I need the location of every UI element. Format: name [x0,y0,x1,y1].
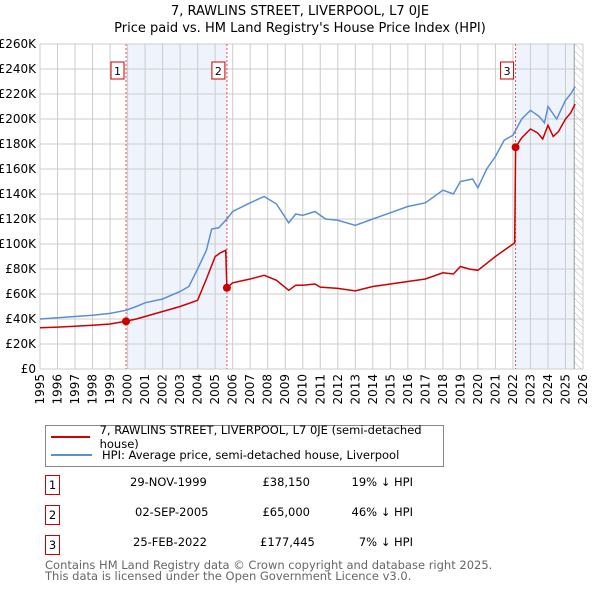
transaction-row: 2 02-SEP-2005 £65,000 46% ↓ HPI [45,505,413,525]
x-tick-label: 2013 [348,374,362,405]
footer-line-1: Contains HM Land Registry data © Crown c… [45,558,493,572]
x-tick-label: 2012 [331,374,345,405]
transaction-price: £177,445 [260,535,315,549]
transaction-hpi-diff: 19% ↓ HPI [351,475,413,489]
y-tick-label: £100K [0,237,37,251]
y-tick-label: £0 [21,362,36,376]
sale-label-box [110,61,125,80]
x-tick-label: 2004 [191,374,205,405]
x-tick-label: 2023 [523,374,537,405]
transaction-number: 3 [45,535,60,555]
transaction-price: £65,000 [262,505,310,519]
x-tick-label: 2005 [208,374,222,405]
shaded-range [126,44,227,369]
y-tick-label: £20K [5,337,37,351]
sale-point [122,317,131,326]
transaction-number: 2 [45,505,60,525]
x-tick-label: 2022 [506,374,520,405]
chart-title: 7, RAWLINS STREET, LIVERPOOL, L7 0JE [170,4,430,19]
x-tick-label: 1995 [33,374,47,405]
transaction-date: 02-SEP-2005 [135,505,209,519]
transaction-row: 3 25-FEB-2022 £177,445 7% ↓ HPI [45,535,413,555]
transaction-number: 1 [45,475,60,495]
x-tick-label: 2009 [278,374,292,405]
future-hatch [574,44,583,369]
x-tick-label: 2019 [453,374,467,405]
sale-point [511,143,520,152]
x-tick-label: 2010 [296,374,310,405]
x-tick-label: 2026 [576,374,590,405]
footer: Contains HM Land Registry data © Crown c… [45,558,493,583]
x-tick-label: 2000 [121,374,135,405]
y-tick-label: £40K [5,312,37,326]
x-tick-label: 1997 [68,374,82,405]
legend-hpi: HPI: Average price, semi-detached house,… [102,448,400,462]
footer-line-2: This data is licensed under the Open Gov… [45,569,412,583]
x-tick-label: 2007 [243,374,257,405]
x-tick-label: 2018 [436,374,450,405]
x-tick-label: 2014 [366,374,380,405]
property-price-line [39,103,576,329]
x-tick-label: 1996 [51,374,65,405]
y-tick-label: £80K [5,262,37,276]
x-tick-label: 1998 [86,374,100,405]
legend-property: 7, RAWLINS STREET, LIVERPOOL, L7 0JE (se… [99,423,422,451]
x-tick-label: 2017 [418,374,432,405]
legend-swatch-hpi [51,454,92,456]
y-tick-label: £180K [0,137,37,151]
x-tick-label: 2025 [558,374,572,405]
transaction-hpi-diff: 7% ↓ HPI [358,535,413,549]
y-tick-label: £60K [5,287,37,301]
chart-subtitle: Price paid vs. HM Land Registry's House … [114,21,486,36]
x-tick-label: 2008 [261,374,275,405]
hpi-line [39,86,576,320]
y-tick-label: £220K [0,87,37,101]
legend: 7, RAWLINS STREET, LIVERPOOL, L7 0JE (se… [45,423,444,467]
x-tick-label: 2011 [313,374,327,405]
x-tick-label: 2002 [156,374,170,405]
sale-point [222,283,231,292]
sale-label: 1 [114,65,121,78]
transaction-hpi-diff: 46% ↓ HPI [351,505,413,519]
x-tick-label: 2006 [226,374,240,405]
transaction-row: 1 29-NOV-1999 £38,150 19% ↓ HPI [45,475,413,495]
sale-label: 3 [504,65,511,78]
transaction-date: 29-NOV-1999 [130,475,207,489]
transaction-date: 25-FEB-2022 [133,535,207,549]
y-tick-label: £260K [0,37,37,51]
sale-label-box [500,61,515,80]
x-tick-label: 2015 [383,374,397,405]
x-tick-label: 2016 [401,374,415,405]
sale-label: 2 [215,65,222,78]
y-tick-label: £160K [0,162,37,176]
x-tick-label: 2021 [488,374,502,405]
shaded-range [515,44,575,369]
legend-swatch-property [51,436,90,438]
transaction-price: £38,150 [262,475,310,489]
x-tick-label: 2001 [138,374,152,405]
chart-plot: £0 £20K £40K £60K £80K £100K £120K £140K £160K £1… [0,37,590,405]
x-tick-label: 2003 [173,374,187,405]
y-tick-label: £200K [0,112,37,126]
x-tick-label: 2020 [471,374,485,405]
y-tick-label: £240K [0,62,37,76]
y-tick-label: £120K [0,212,37,226]
x-tick-label: 2024 [541,374,555,405]
sale-label-box [211,61,226,80]
y-tick-label: £140K [0,187,37,201]
x-tick-label: 1999 [103,374,117,405]
